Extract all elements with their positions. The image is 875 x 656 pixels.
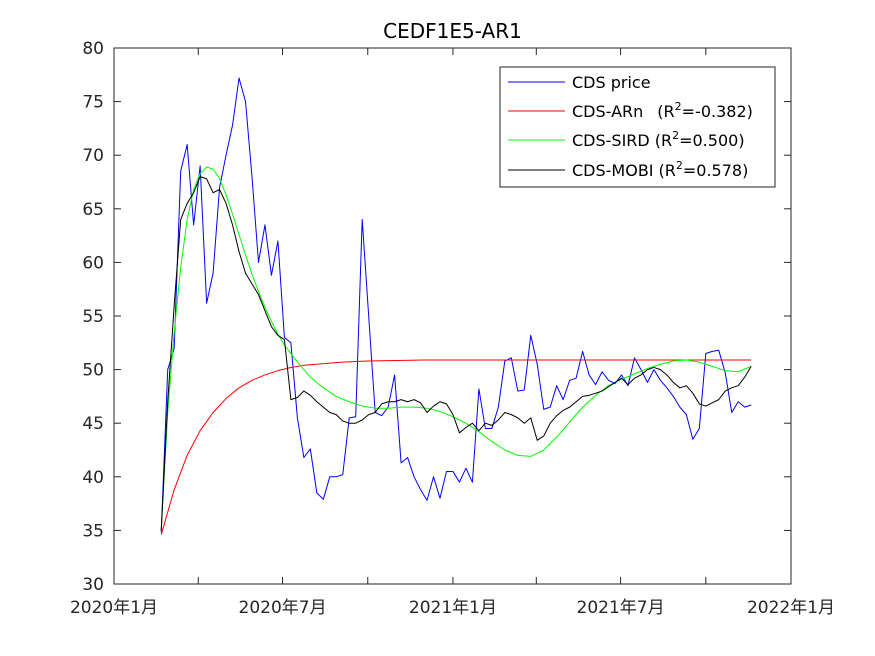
x-tick-label: 2021年7月 bbox=[577, 598, 665, 618]
legend: CDS price CDS-ARn (R2=-0.382) CDS-SIRD (R2… bbox=[499, 66, 776, 188]
legend-series-name: CDS-ARn bbox=[572, 102, 643, 121]
y-tick-label: 70 bbox=[82, 146, 104, 166]
y-tick-label: 75 bbox=[82, 93, 104, 113]
legend-label-cds-mobi: CDS-MOBI (R2=0.578) bbox=[572, 159, 748, 180]
y-tick-label: 40 bbox=[82, 468, 104, 488]
legend-r2-value: -0.382 bbox=[695, 102, 747, 121]
y-tick-label: 65 bbox=[82, 200, 104, 220]
y-tick-label: 80 bbox=[82, 39, 104, 59]
series-line-sird bbox=[160, 166, 752, 531]
legend-label-cds-sird: CDS-SIRD (R2=0.500) bbox=[572, 129, 745, 150]
x-tick-label: 2020年1月 bbox=[70, 598, 158, 618]
series-line-price bbox=[160, 77, 752, 533]
legend-label-cds-price: CDS price bbox=[572, 73, 651, 92]
x-tick-label: 2020年7月 bbox=[239, 598, 327, 618]
chart-title: CEDF1E5-AR1 bbox=[383, 19, 522, 43]
legend-series-name: CDS-SIRD bbox=[572, 131, 650, 150]
y-tick-label: 60 bbox=[82, 253, 104, 273]
series-line-arn bbox=[160, 359, 752, 535]
y-tick-label: 50 bbox=[82, 361, 104, 381]
y-tick-label: 30 bbox=[82, 575, 104, 595]
legend-series-name: CDS-MOBI bbox=[572, 161, 654, 180]
x-tick-label: 2021年1月 bbox=[409, 598, 497, 618]
series-layer bbox=[160, 77, 752, 535]
y-tick-label: 55 bbox=[82, 307, 104, 327]
legend-box bbox=[499, 66, 776, 188]
legend-label-cds-arn: CDS-ARn (R2=-0.382) bbox=[572, 100, 753, 121]
series-line-mobi bbox=[160, 176, 752, 531]
y-tick-label: 45 bbox=[82, 414, 104, 434]
y-axis: 30 35 40 45 50 55 60 65 70 75 80 bbox=[82, 39, 791, 595]
x-tick-label: 2022年1月 bbox=[747, 598, 835, 618]
y-tick-label: 35 bbox=[82, 521, 104, 541]
legend-r2-value: 0.500 bbox=[693, 131, 739, 150]
x-axis: 2020年1月 2020年7月 2021年1月 2021年7月 2022年1月 bbox=[70, 48, 835, 618]
legend-r2-value: 0.578 bbox=[696, 161, 742, 180]
